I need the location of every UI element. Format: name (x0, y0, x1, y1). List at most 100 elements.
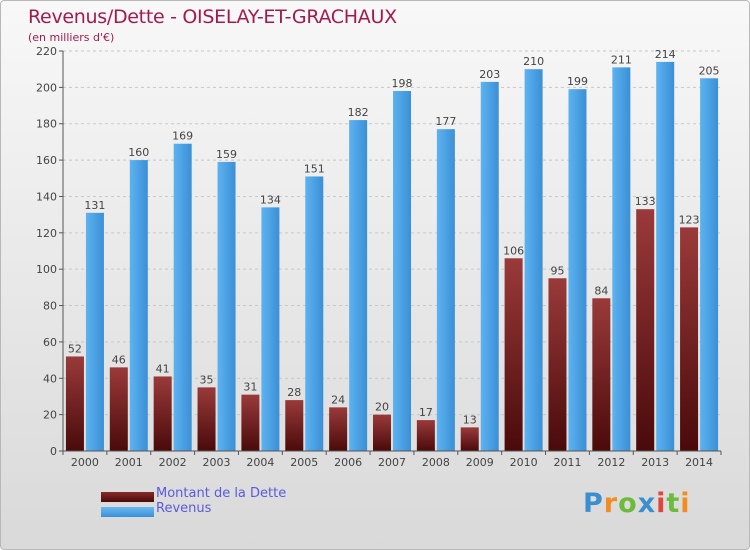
y-tick-label: 40 (43, 372, 57, 385)
y-tick-label: 220 (36, 45, 57, 58)
chart-subtitle: (en milliers d'€) (28, 31, 115, 44)
bar-revenus-2007 (393, 91, 411, 451)
x-tick-label-2007: 2007 (378, 456, 406, 469)
data-label-revenus-2012: 211 (611, 53, 632, 66)
bar-debt-2002 (153, 376, 172, 451)
bars (65, 61, 719, 452)
x-tick-label-2013: 2013 (641, 456, 669, 469)
data-label-revenus-2003: 159 (216, 148, 237, 161)
legend-swatch-revenus (101, 507, 154, 517)
data-label-revenus-2000: 131 (84, 199, 105, 212)
x-tick-label-2009: 2009 (466, 456, 494, 469)
data-label-revenus-2014: 205 (699, 64, 720, 77)
y-tick-label: 60 (43, 336, 57, 349)
data-label-debt-2001: 46 (112, 353, 126, 366)
bar-debt-2003 (197, 387, 216, 451)
y-tick-label: 0 (50, 445, 57, 458)
data-label-debt-2014: 123 (679, 213, 700, 226)
bar-revenus-2014 (700, 78, 719, 451)
bar-debt-2014 (680, 227, 699, 451)
bar-debt-2005 (285, 400, 304, 451)
bar-revenus-2001 (129, 160, 148, 451)
bar-debt-2009 (460, 427, 479, 451)
bar-debt-2000 (65, 356, 84, 451)
bar-revenus-2003 (217, 161, 236, 451)
x-tick-label-2003: 2003 (203, 456, 231, 469)
bar-revenus-2005 (305, 176, 324, 452)
x-tick-label-2005: 2005 (290, 456, 318, 469)
bar-debt-2004 (241, 394, 260, 451)
data-label-revenus-2009: 203 (479, 68, 500, 81)
x-tick-label-2010: 2010 (510, 456, 538, 469)
data-label-debt-2009: 13 (463, 413, 477, 426)
bar-debt-2006 (329, 407, 348, 451)
proxiti-logo: Proxiti (583, 488, 691, 519)
x-tick-label-2012: 2012 (597, 456, 625, 469)
data-label-debt-2013: 133 (635, 195, 656, 208)
data-label-debt-2012: 84 (594, 284, 608, 297)
data-label-revenus-2007: 198 (392, 77, 413, 90)
x-tick-label-2014: 2014 (685, 456, 713, 469)
data-label-debt-2010: 106 (503, 244, 524, 257)
bar-revenus-2008 (436, 129, 455, 451)
bar-debt-2001 (109, 367, 128, 451)
bar-revenus-2000 (85, 212, 104, 451)
bar-revenus-2006 (349, 120, 368, 451)
bar-revenus-2011 (568, 89, 587, 451)
data-label-debt-2007: 20 (375, 401, 389, 414)
y-tick-label: 80 (43, 300, 57, 313)
data-label-revenus-2004: 134 (260, 193, 281, 206)
y-tick-label: 160 (36, 154, 57, 167)
y-tick-label: 20 (43, 409, 57, 422)
bar-revenus-2013 (656, 61, 675, 452)
y-tick-label: 120 (36, 227, 57, 240)
bar-debt-2012 (592, 298, 611, 451)
labels: 52 131 46 160 41 169 35 159 31 134 28 151 24 182 20 198… (68, 48, 720, 426)
bar-debt-2010 (504, 258, 523, 451)
x-tick-label-2011: 2011 (553, 456, 581, 469)
x-tick-label-2008: 2008 (422, 456, 450, 469)
data-label-revenus-2013: 214 (655, 48, 676, 61)
bar-revenus-2009 (480, 81, 499, 451)
data-label-debt-2004: 31 (243, 381, 257, 394)
data-label-debt-2011: 95 (550, 264, 564, 277)
data-label-revenus-2005: 151 (304, 162, 325, 175)
legend-label-debt: Montant de la Dette (156, 486, 287, 501)
data-label-revenus-2011: 199 (567, 75, 588, 88)
data-label-debt-2006: 24 (331, 393, 345, 406)
data-label-revenus-2006: 182 (348, 106, 369, 119)
data-label-debt-2008: 17 (419, 406, 433, 419)
bar-revenus-2012 (612, 67, 631, 451)
x-tick-label-2004: 2004 (246, 456, 274, 469)
bar-debt-2008 (416, 420, 435, 451)
y-tick-label: 100 (36, 263, 57, 276)
data-label-revenus-2002: 169 (172, 130, 193, 143)
y-tick-label: 200 (36, 81, 57, 94)
data-label-revenus-2001: 160 (128, 146, 149, 159)
y-tick-label: 140 (36, 190, 57, 203)
data-label-revenus-2010: 210 (523, 55, 544, 68)
data-label-revenus-2008: 177 (435, 115, 456, 128)
data-label-debt-2000: 52 (68, 342, 82, 355)
x-tick-label-2002: 2002 (159, 456, 187, 469)
bar-debt-2011 (548, 278, 567, 451)
y-tick-label: 180 (36, 118, 57, 131)
data-label-debt-2005: 28 (287, 386, 301, 399)
data-label-debt-2002: 41 (156, 362, 170, 375)
x-tick-label-2000: 2000 (71, 456, 99, 469)
legend-swatch-debt (101, 492, 154, 502)
x-tick-label-2001: 2001 (115, 456, 143, 469)
bar-revenus-2002 (173, 143, 192, 451)
bar-debt-2013 (636, 209, 655, 451)
legend-label-revenus: Revenus (156, 501, 212, 516)
x-tick-label-2006: 2006 (334, 456, 362, 469)
chart-title: Revenus/Dette - OISELAY-ET-GRACHAUX (28, 6, 397, 28)
gridlines (63, 50, 721, 452)
bar-revenus-2004 (261, 207, 280, 451)
data-label-debt-2003: 35 (200, 373, 214, 386)
bar-revenus-2010 (524, 69, 543, 451)
bar-debt-2007 (373, 414, 391, 451)
